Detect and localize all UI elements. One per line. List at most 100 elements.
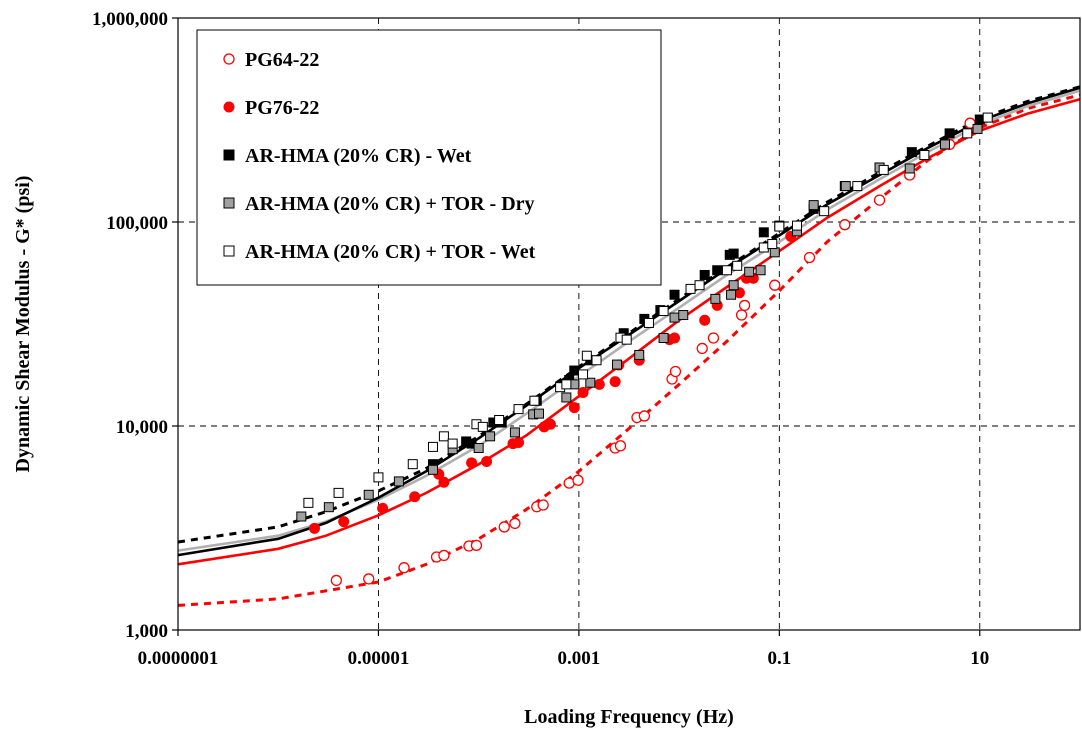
data-point-series-2: [308, 522, 320, 534]
legend-label: AR-HMA (20% CR) + TOR - Wet: [245, 241, 536, 263]
data-point-series-4: [509, 427, 520, 438]
data-point-series-5: [982, 112, 993, 123]
data-point-series-4: [473, 443, 484, 454]
data-point-series-4: [710, 293, 721, 304]
data-point-series-4: [755, 265, 766, 276]
data-point-series-5: [591, 355, 602, 366]
data-point-series-5: [373, 472, 384, 483]
legend-box: [196, 29, 662, 286]
y-tick-label: 1,000: [125, 621, 168, 642]
data-point-series-5: [962, 128, 973, 139]
data-point-series-5: [643, 317, 654, 328]
data-point-series-4: [585, 377, 596, 388]
data-point-series-2: [593, 378, 605, 390]
data-point-series-1: [638, 410, 651, 422]
data-point-series-4: [669, 312, 680, 323]
data-point-series-1: [769, 279, 781, 291]
y-tick-label: 10,000: [116, 417, 168, 438]
x-axis-title: Loading Frequency (Hz): [524, 706, 734, 728]
legend-marker: [223, 197, 235, 209]
data-point-series-1: [470, 539, 483, 551]
fit-line-series-2: [177, 97, 1081, 566]
data-point-series-4: [427, 464, 438, 475]
data-point-series-5: [494, 415, 505, 426]
y-axis-title: Dynamic Shear Modulus - G* (psi): [12, 176, 34, 473]
data-point-series-3: [699, 269, 710, 280]
data-point-series-2: [609, 376, 621, 388]
data-point-series-5: [513, 404, 524, 415]
data-point-series-4: [634, 349, 645, 360]
data-point-series-4: [393, 476, 404, 487]
data-point-series-4: [840, 181, 851, 192]
data-point-series-5: [791, 220, 802, 231]
legend-label: PG64-22: [245, 49, 319, 71]
data-point-series-5: [333, 487, 344, 498]
data-point-series-1: [330, 574, 342, 587]
data-point-series-4: [940, 139, 951, 150]
data-point-series-5: [694, 280, 705, 291]
data-point-series-5: [621, 334, 632, 345]
data-point-series-1: [839, 219, 851, 231]
data-point-series-4: [363, 489, 374, 500]
data-point-series-2: [577, 386, 589, 398]
data-point-series-2: [669, 332, 681, 344]
data-point-series-2: [568, 402, 580, 414]
data-point-series-2: [466, 457, 478, 469]
axis-ticks: 0.0000001 0.00001 0.001 0.1 10 1,000 10,000 100…: [92, 9, 989, 669]
data-point-series-4: [323, 502, 334, 513]
data-point-series-2: [438, 476, 450, 488]
data-point-series-5: [774, 221, 785, 232]
x-tick-label: 0.00001: [348, 648, 410, 669]
data-markers: [296, 112, 993, 587]
data-point-series-4: [744, 266, 755, 277]
data-point-series-5: [303, 497, 314, 508]
data-point-series-2: [338, 516, 350, 528]
data-point-series-3: [906, 147, 917, 158]
data-point-series-5: [477, 421, 488, 432]
data-point-series-4: [611, 359, 622, 370]
data-point-series-5: [447, 438, 458, 449]
data-point-series-5: [721, 265, 732, 276]
data-point-series-5: [561, 379, 572, 390]
plot-area: [177, 17, 1081, 631]
data-point-series-3: [758, 227, 769, 238]
data-point-series-4: [726, 289, 737, 300]
data-point-series-1: [537, 499, 549, 511]
data-point-series-2: [544, 418, 556, 430]
data-point-series-1: [498, 521, 510, 533]
legend-label: AR-HMA (20% CR) + TOR - Dry: [245, 193, 535, 215]
legend-marker: [223, 149, 235, 161]
data-point-series-2: [699, 314, 711, 326]
y-tick-label: 1,000,000: [92, 9, 168, 30]
data-point-series-1: [873, 194, 886, 206]
data-point-series-4: [534, 408, 545, 419]
data-point-series-3: [569, 365, 580, 376]
legend-label: AR-HMA (20% CR) - Wet: [245, 145, 472, 167]
legend-marker: [223, 245, 235, 257]
data-point-series-5: [852, 181, 863, 192]
data-point-series-4: [972, 123, 983, 134]
data-point-series-5: [438, 431, 449, 442]
data-point-series-1: [735, 309, 748, 321]
data-point-series-4: [728, 280, 739, 291]
data-point-series-1: [738, 299, 751, 312]
data-point-series-5: [758, 242, 769, 253]
legend: PG64-22 PG76-22 AR-HMA (20% CR) - Wet AR-HM…: [196, 29, 662, 286]
data-point-series-5: [819, 206, 830, 217]
data-point-series-5: [407, 459, 418, 470]
data-point-series-2: [513, 437, 525, 449]
x-tick-label: 0.001: [558, 648, 601, 669]
data-point-series-3: [669, 289, 680, 300]
x-tick-label: 10: [970, 648, 989, 669]
legend-marker: [223, 53, 235, 65]
data-point-series-1: [363, 573, 375, 585]
data-point-series-4: [904, 163, 915, 174]
data-point-series-5: [658, 306, 669, 317]
data-point-series-4: [658, 333, 669, 344]
data-point-series-5: [578, 369, 589, 380]
data-point-series-5: [685, 283, 696, 294]
data-point-series-5: [767, 239, 778, 250]
data-point-series-2: [377, 502, 389, 514]
data-point-series-4: [296, 511, 307, 522]
